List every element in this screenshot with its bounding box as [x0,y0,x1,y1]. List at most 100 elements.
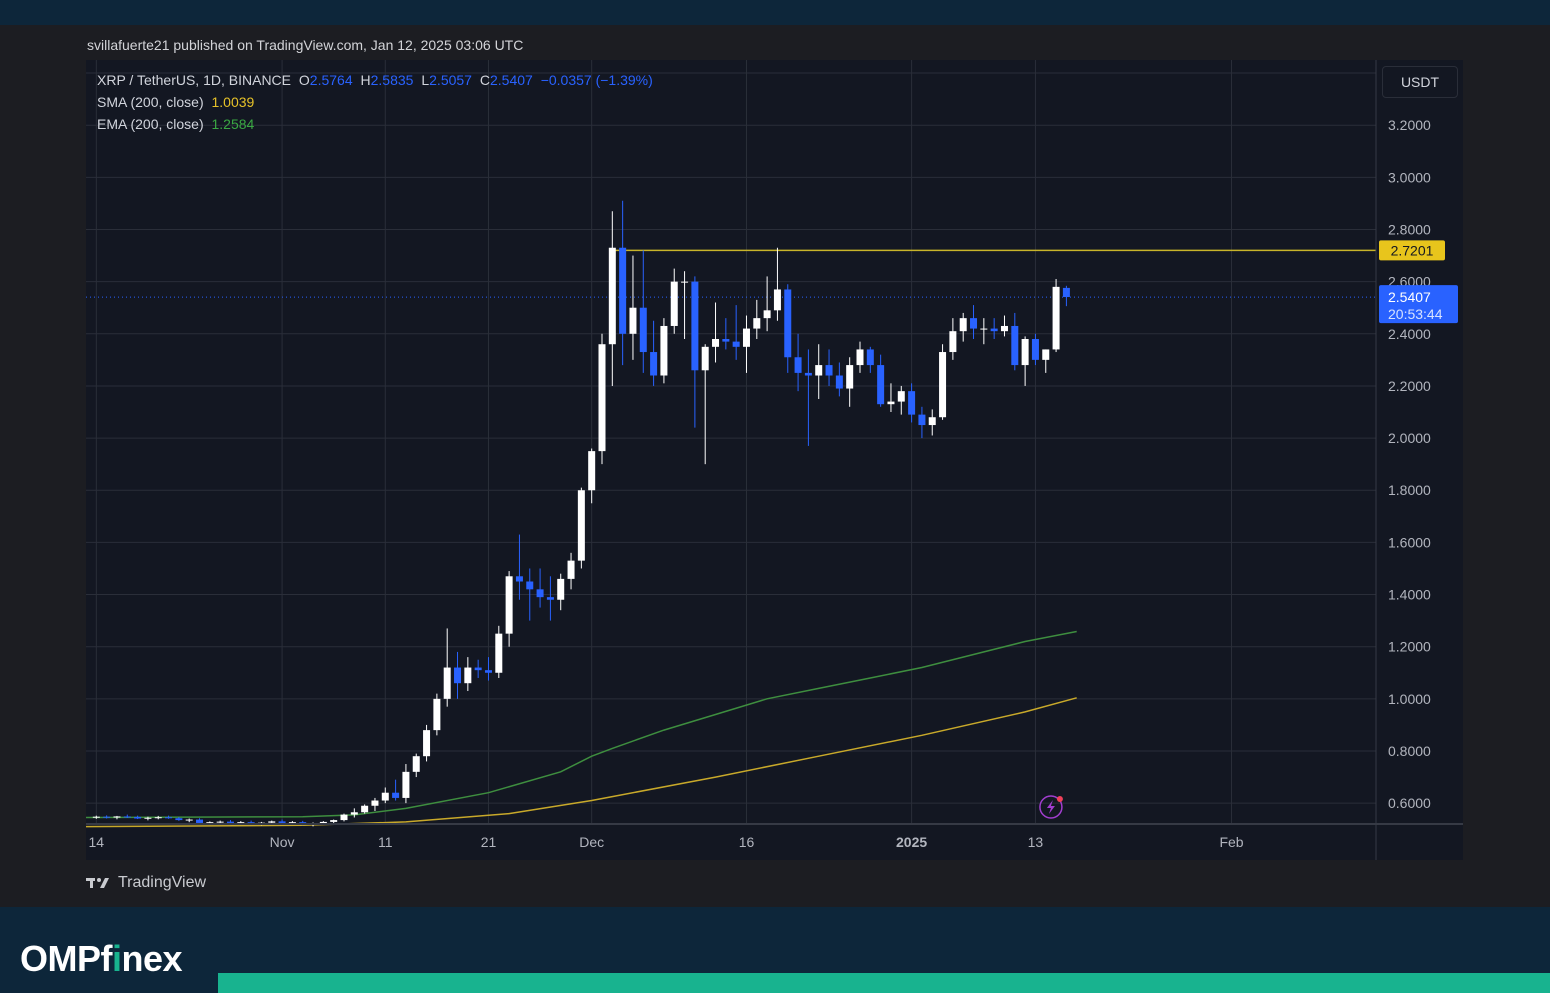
lightning-bolt-icon [1046,800,1055,814]
ompfinex-logo: OMPfinex [20,938,183,980]
legend-sma-row[interactable]: SMA (200, close) 1.0039 [97,94,258,110]
candle-body [825,365,833,376]
candle-body [340,814,348,821]
candle-body [918,414,926,426]
candle-body [567,560,575,579]
candle-body [526,581,534,590]
legend-symbol: XRP / TetherUS, 1D, BINANCE [97,72,291,88]
candle-body [546,597,554,600]
candle-body [288,822,296,824]
y-tick-label: 3.0000 [1388,169,1431,185]
y-tick-label: 1.6000 [1388,534,1431,550]
brand-part-3: i [112,938,122,979]
candle-layer [92,200,1070,827]
candle-body [350,812,358,815]
candle-body [392,792,400,798]
candle-body [433,698,441,731]
candle-body [1062,287,1070,298]
candle-body [495,633,503,673]
legend-high-value: 2.5835 [370,72,414,88]
candle-body [134,816,142,819]
candle-body [226,821,234,823]
legend-ema-value: 1.2584 [211,116,255,132]
candle-body [1052,286,1060,350]
candle-body [639,307,647,353]
candle-body [505,576,513,634]
candle-body [474,667,482,671]
price-chart[interactable]: 3.40003.20003.00002.80002.60002.40002.20… [86,60,1463,860]
last-price-tag [1379,285,1458,324]
resistance-price-text: 2.7201 [1391,242,1434,258]
candle-body [722,339,730,342]
candle-body [557,578,565,600]
candle-body [939,352,947,418]
publisher-line: svillafuerte21 published on TradingView.… [87,37,524,53]
candle-body [650,352,658,376]
y-tick-label: 2.8000 [1388,221,1431,237]
candle-body [92,816,100,818]
y-tick-label: 2.2000 [1388,378,1431,394]
candle-body [949,331,957,353]
candle-body [608,247,616,345]
axis-layer: 3.40003.20003.00002.80002.60002.40002.20… [86,60,1463,860]
legend-ema-row[interactable]: EMA (200, close) 1.2584 [97,116,258,132]
x-tick-label: Nov [270,834,295,850]
legend-ema-label: EMA (200, close) [97,116,204,132]
x-tick-label: 13 [1028,834,1044,850]
candle-body [371,800,379,806]
legend-low-label: L [421,72,430,88]
y-tick-label: 1.4000 [1388,587,1431,603]
candle-body [588,451,596,491]
y-tick-label: 2.4000 [1388,326,1431,342]
y-tick-label: 0.6000 [1388,795,1431,811]
brand-part-4: nex [121,938,183,979]
tradingview-logo-icon [86,878,109,888]
ema-200-line [86,630,1077,819]
x-tick-label: 14 [89,834,105,850]
candle-body [732,341,740,347]
candle-body [598,344,606,452]
candle-body [773,289,781,311]
candle-body [691,281,699,371]
legend-open-value: 2.5764 [309,72,353,88]
indicator-layer [86,249,1376,828]
candle-body [443,667,451,699]
currency-selector[interactable]: USDT [1382,66,1458,98]
brand-part-1: OMP [20,938,101,979]
candle-body [381,792,389,801]
candle-body [268,821,276,823]
candle-body [113,816,121,818]
candle-body [928,417,936,426]
x-tick-label: 11 [378,834,393,850]
candle-body [897,391,905,402]
candle-body [319,821,327,824]
candle-body [815,365,823,376]
y-tick-label: 0.8000 [1388,743,1431,759]
legend-close-label: C [479,72,490,88]
last-price-countdown: 20:53:44 [1388,306,1443,322]
candle-body [681,281,689,283]
legend-change: −0.0357 (−1.39%) [540,72,653,88]
candle-body [701,346,709,371]
candle-body [484,670,492,673]
candle-body [402,771,410,798]
candle-body [154,817,162,819]
candle-body [165,817,173,819]
candle-body [660,325,668,376]
candle-body [742,328,750,347]
legend-sma-value: 1.0039 [211,94,255,110]
candle-body [794,357,802,373]
brand-part-2: f [100,938,113,979]
candle-body [784,289,792,358]
x-tick-label: Feb [1219,834,1243,850]
chart-panel[interactable]: 3.40003.20003.00002.80002.60002.40002.20… [86,60,1463,860]
candle-body [123,816,131,818]
y-tick-label: 1.0000 [1388,691,1431,707]
candle-body [959,318,967,332]
candle-body [908,391,916,415]
candle-body [330,820,338,822]
x-tick-label: 21 [481,834,497,850]
candle-body [216,821,224,823]
candle-body [206,822,214,824]
legend-open-label: O [298,72,310,88]
